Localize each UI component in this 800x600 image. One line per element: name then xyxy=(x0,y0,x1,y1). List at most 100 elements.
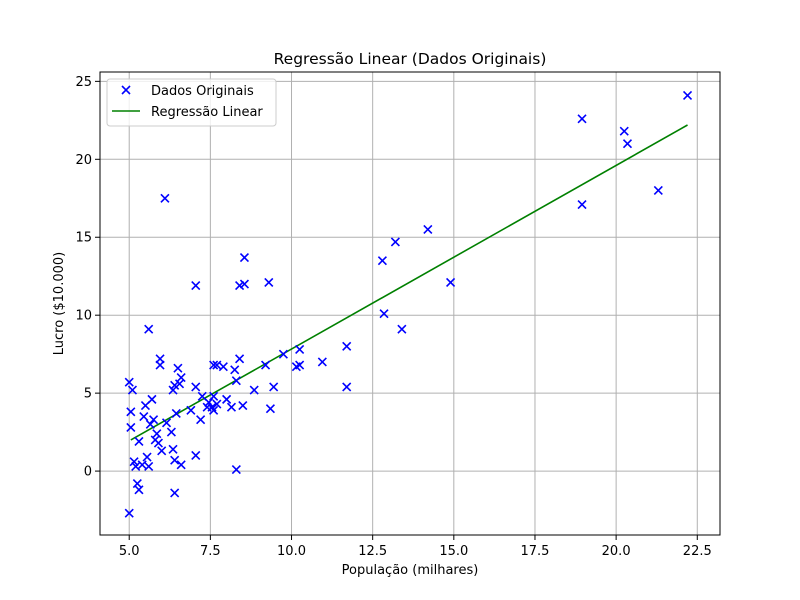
data-point xyxy=(131,461,141,471)
data-point xyxy=(342,341,352,351)
data-point xyxy=(124,508,134,518)
data-point xyxy=(148,415,159,425)
x-tick-label: 20.0 xyxy=(602,544,631,559)
data-point xyxy=(682,90,693,100)
data-point xyxy=(153,438,163,448)
data-point xyxy=(423,224,433,235)
data-point xyxy=(209,405,219,415)
data-point xyxy=(231,464,241,475)
data-point xyxy=(238,401,248,411)
chart-title: Regressão Linear (Dados Originais) xyxy=(274,50,547,68)
data-point xyxy=(239,252,250,263)
data-point xyxy=(191,382,201,392)
plot-data xyxy=(124,90,693,518)
data-point xyxy=(317,357,327,367)
y-tick-label: 10 xyxy=(75,309,92,324)
regression-line xyxy=(130,124,688,441)
y-tick-label: 5 xyxy=(84,387,92,402)
data-point xyxy=(249,385,259,395)
x-tick-label: 17.5 xyxy=(520,544,549,559)
data-point xyxy=(653,185,663,196)
x-axis-label: População (milhares) xyxy=(342,563,479,578)
data-point xyxy=(142,452,152,462)
data-point xyxy=(134,436,144,447)
data-point xyxy=(295,360,305,370)
data-point xyxy=(161,418,172,428)
y-tick-label: 0 xyxy=(84,465,92,480)
data-point xyxy=(166,427,176,437)
data-point xyxy=(390,237,400,247)
data-point xyxy=(397,324,407,334)
data-point xyxy=(134,485,144,495)
data-point xyxy=(168,444,178,454)
data-point xyxy=(622,139,633,149)
data-point xyxy=(157,446,167,456)
data-point xyxy=(126,422,136,433)
data-point xyxy=(231,376,241,386)
y-tick-label: 15 xyxy=(75,231,92,246)
data-point xyxy=(171,408,181,418)
data-point xyxy=(204,397,214,408)
data-point xyxy=(619,126,629,136)
data-point xyxy=(144,461,154,471)
data-point xyxy=(196,415,206,425)
legend-x-marker-icon xyxy=(121,85,131,95)
data-point xyxy=(212,399,222,409)
legend-label-points: Dados Originais xyxy=(151,84,254,99)
data-point xyxy=(265,404,275,414)
data-point xyxy=(173,363,183,373)
data-point xyxy=(145,419,155,429)
x-tick-label: 10.0 xyxy=(277,544,306,559)
data-point xyxy=(127,385,138,395)
x-tick-label: 15.0 xyxy=(439,544,468,559)
legend-box xyxy=(106,78,277,127)
data-point xyxy=(264,277,274,288)
data-point xyxy=(212,360,222,370)
data-point xyxy=(170,488,180,498)
data-point xyxy=(379,309,389,319)
data-point xyxy=(176,460,186,470)
data-point xyxy=(191,281,201,291)
data-point xyxy=(209,391,219,401)
y-axis-label: Lucro ($10.000) xyxy=(52,252,67,355)
x-tick-label: 5.0 xyxy=(119,544,140,559)
data-point xyxy=(137,460,147,470)
data-point xyxy=(209,360,219,370)
data-point xyxy=(222,394,232,404)
data-point xyxy=(278,349,288,359)
data-point xyxy=(260,360,271,370)
data-point xyxy=(230,365,240,375)
data-point xyxy=(577,199,587,210)
data-point xyxy=(235,354,245,364)
data-point xyxy=(446,277,456,288)
data-point xyxy=(269,382,279,392)
legend: Dados Originais Regressão Linear xyxy=(106,78,277,127)
data-point xyxy=(295,344,305,355)
y-tick-label: 25 xyxy=(75,75,92,90)
y-tick-label: 20 xyxy=(75,153,92,168)
axis-ticks: 5.0 7.5 10.0 12.5 15.0 17.5 20.0 22.5 0 5 10 15 20 25 xyxy=(75,75,711,559)
data-point xyxy=(152,429,162,439)
x-tick-label: 7.5 xyxy=(200,544,221,559)
data-point xyxy=(139,411,149,422)
data-point xyxy=(144,324,154,334)
data-point xyxy=(577,114,587,124)
data-point xyxy=(186,405,196,415)
data-point xyxy=(191,450,201,461)
data-point xyxy=(126,407,136,417)
data-point xyxy=(124,377,134,387)
data-point xyxy=(170,455,180,465)
data-point xyxy=(147,394,157,404)
data-point xyxy=(160,193,170,203)
x-tick-label: 12.5 xyxy=(358,544,387,559)
data-point xyxy=(226,402,237,412)
grid-lines xyxy=(100,72,720,535)
plot-frame xyxy=(99,71,721,536)
legend-x-glyph xyxy=(121,85,131,95)
data-point xyxy=(342,382,352,392)
data-point xyxy=(239,279,250,289)
data-point xyxy=(218,362,228,372)
data-point xyxy=(155,360,165,370)
legend-label-line: Regressão Linear xyxy=(151,105,263,120)
